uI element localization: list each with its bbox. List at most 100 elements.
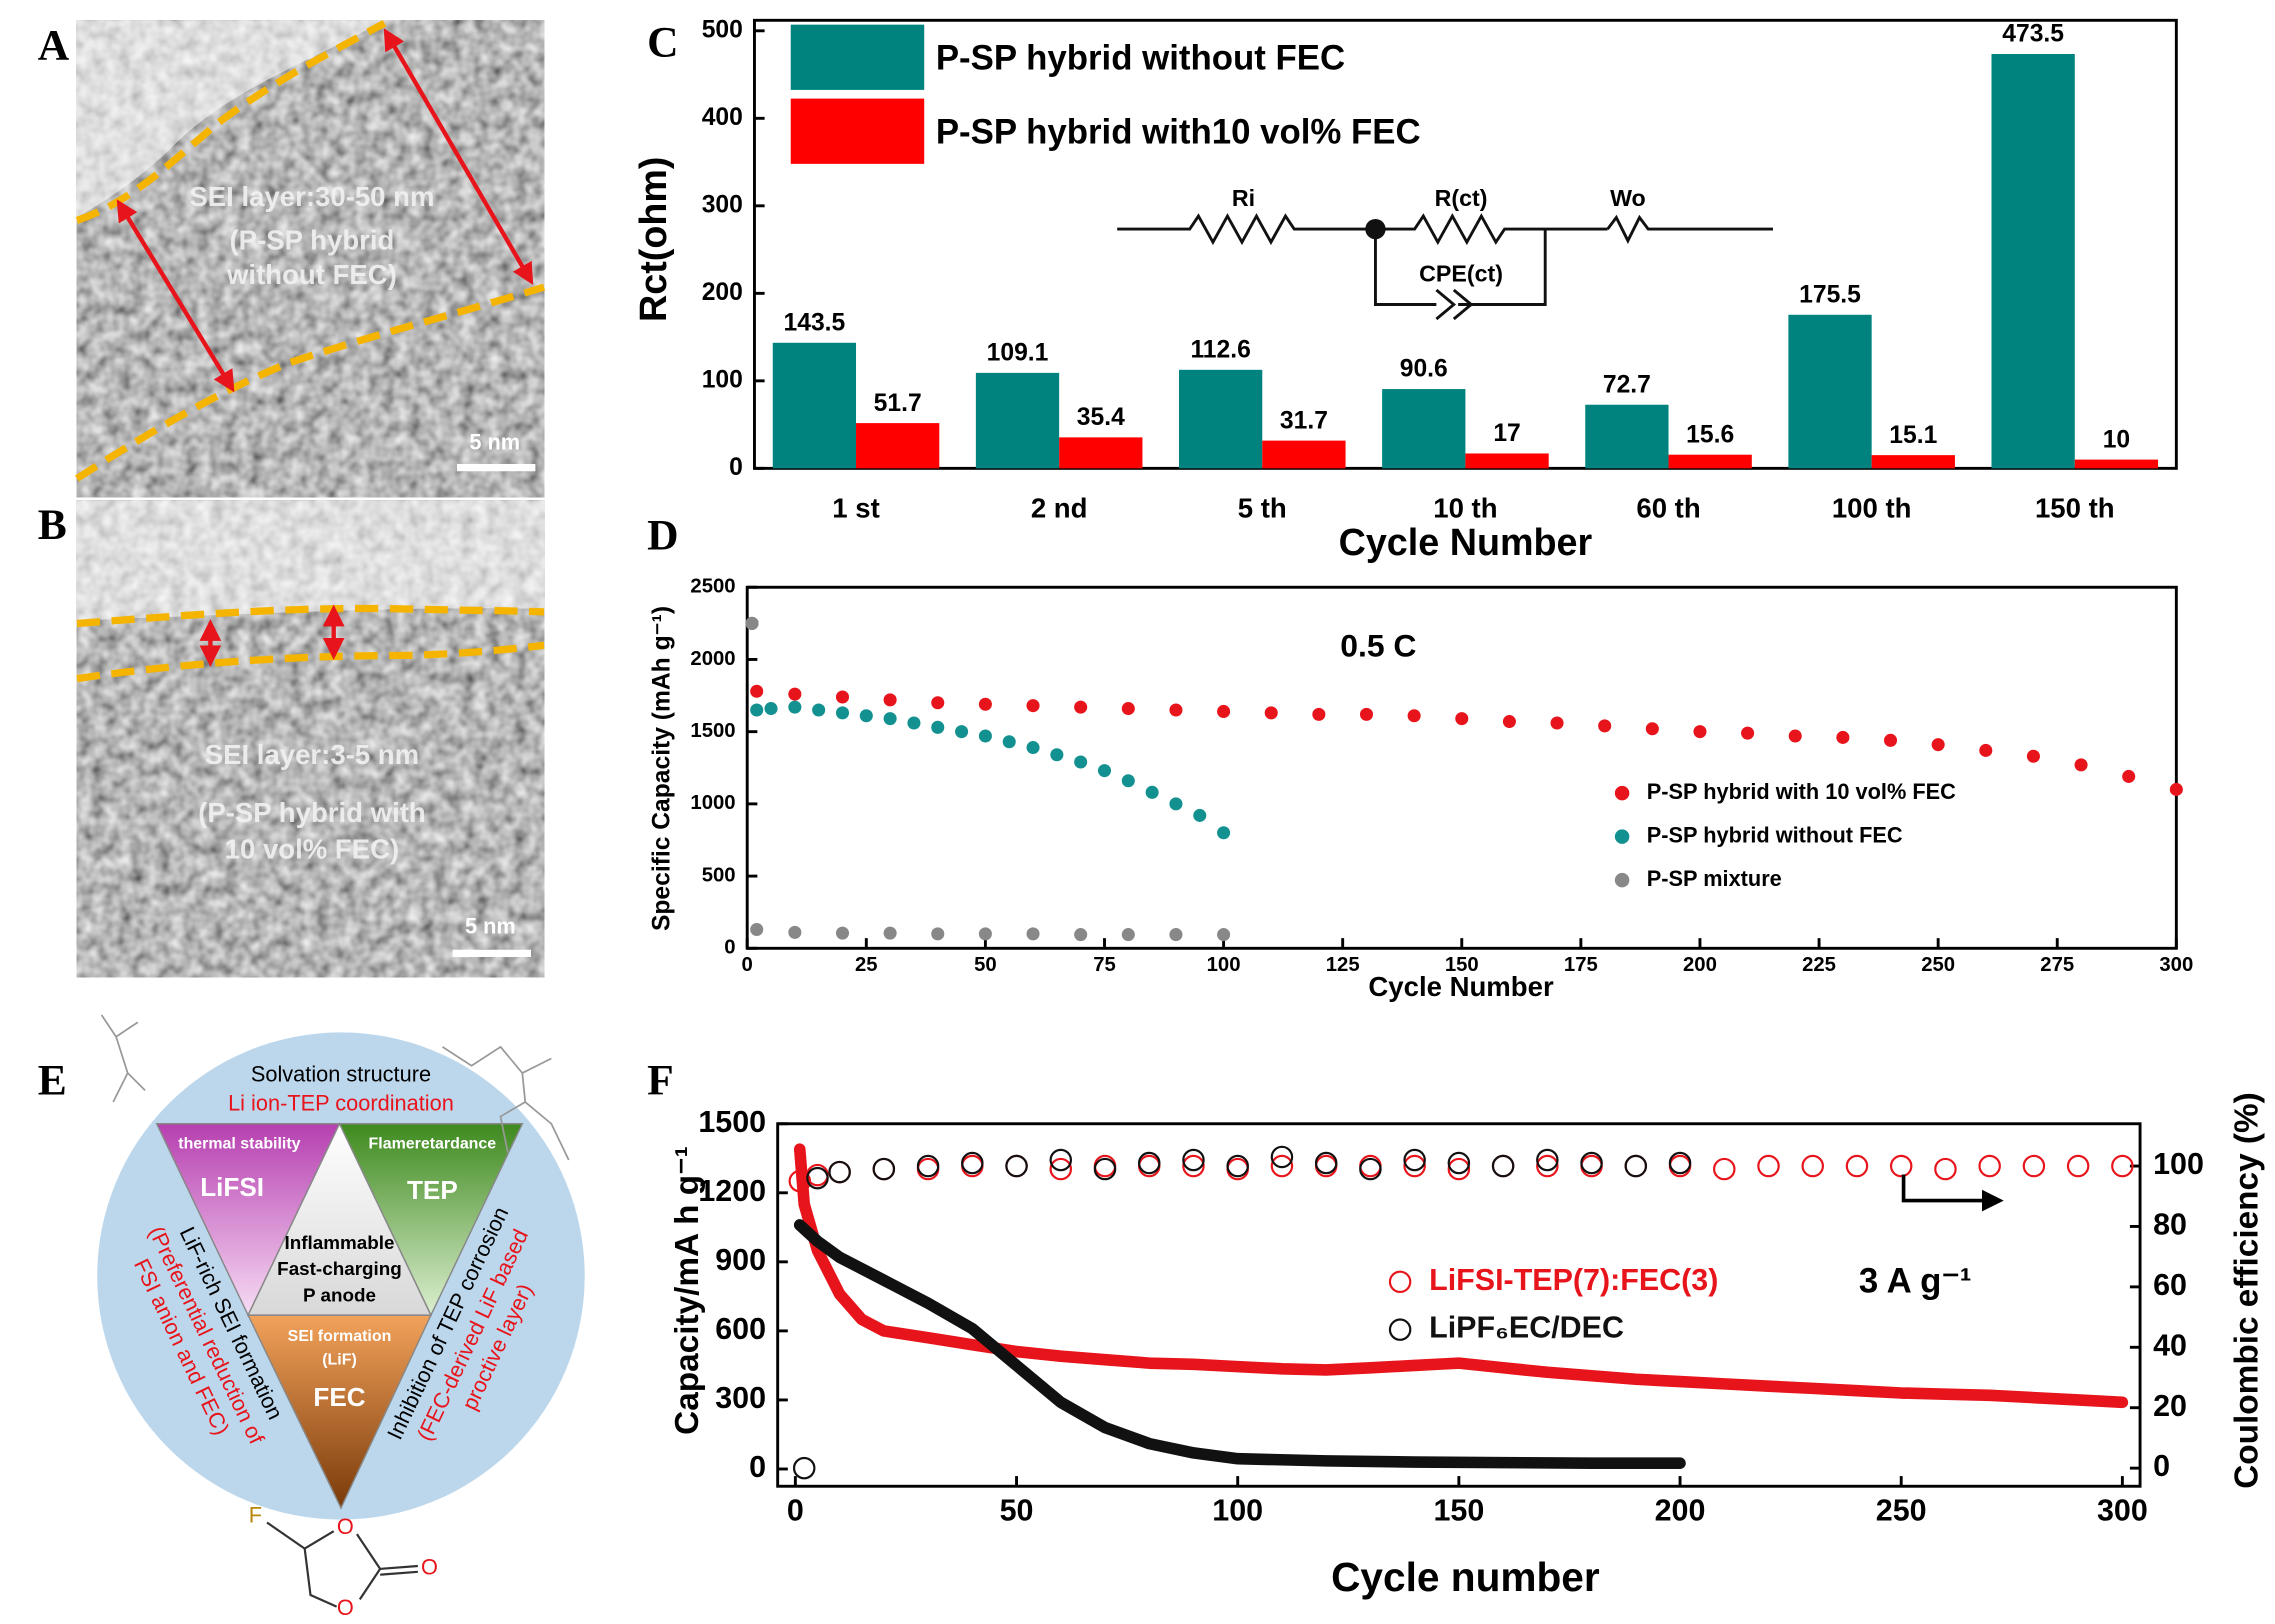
x-tick-label: 75 xyxy=(1093,954,1116,976)
y-tick-label: 300 xyxy=(702,191,743,218)
x-tick-label: 0 xyxy=(787,1493,804,1527)
legend-label: P-SP mixture xyxy=(1647,866,1782,891)
triangle-name: TEP xyxy=(407,1175,458,1205)
y-tick-label: 1000 xyxy=(690,792,735,814)
circuit-label: Wo xyxy=(1610,185,1646,211)
image-caption: (P-SP hybrid xyxy=(230,224,395,255)
circuit-node xyxy=(1365,218,1386,240)
efficiency-point xyxy=(1889,1154,1913,1178)
efficiency-point xyxy=(2066,1154,2090,1178)
image-caption: 10 vol% FEC) xyxy=(225,833,400,864)
circuit-label: Ri xyxy=(1232,185,1255,211)
data-point xyxy=(883,926,897,940)
efficiency-point xyxy=(1447,1157,1471,1181)
data-point xyxy=(978,927,992,941)
efficiency-point xyxy=(828,1160,851,1184)
data-point xyxy=(1026,699,1040,713)
efficiency-point xyxy=(1403,1154,1426,1178)
value-label: 15.1 xyxy=(1889,422,1937,449)
efficiency-point xyxy=(1359,1157,1382,1181)
x-tick-label: 200 xyxy=(1655,1493,1706,1527)
x-tick-label: 150 xyxy=(1445,954,1479,976)
efficiency-point xyxy=(1049,1157,1073,1181)
thickness-arrow xyxy=(383,28,534,286)
thickness-arrow xyxy=(116,199,235,393)
y2-tick-label: 20 xyxy=(2153,1389,2187,1423)
legend-swatch xyxy=(790,98,925,164)
data-point xyxy=(1264,706,1278,720)
data-point xyxy=(1788,729,1802,743)
data-point xyxy=(788,700,802,714)
x-tick-label: 200 xyxy=(1683,954,1717,976)
x-tick-label: 275 xyxy=(2040,954,2074,976)
sei-boundary xyxy=(74,283,546,482)
efficiency-point xyxy=(1801,1154,1824,1178)
x-tick-label: 1 st xyxy=(832,493,879,524)
center-text: Fast-charging xyxy=(277,1258,402,1279)
panel-label: A xyxy=(38,21,70,69)
x-tick-label: 175 xyxy=(1564,954,1598,976)
axis-arrow xyxy=(1901,1174,2004,1212)
data-point xyxy=(1979,743,1993,757)
capacity-line xyxy=(793,1219,1686,1469)
efficiency-point xyxy=(961,1151,984,1175)
efficiency-point xyxy=(792,1456,816,1480)
value-label: 143.5 xyxy=(784,309,846,336)
legend-marker xyxy=(1614,785,1630,801)
data-point xyxy=(1455,712,1469,726)
data-point xyxy=(1550,716,1564,730)
value-label: 35.4 xyxy=(1077,404,1125,431)
x-tick-label: 100 xyxy=(1207,954,1241,976)
data-point xyxy=(883,693,897,707)
triangle-heading: Flameretardance xyxy=(369,1135,497,1152)
atom-label: O xyxy=(337,1595,354,1620)
value-label: 112.6 xyxy=(1190,336,1250,363)
diagram-top: Solvation structure xyxy=(251,1062,431,1087)
plot-frame xyxy=(745,585,2178,950)
x-tick-label: 300 xyxy=(2097,1493,2148,1527)
x-tick-label: 250 xyxy=(1921,954,1955,976)
data-point xyxy=(907,716,921,730)
data-point xyxy=(931,696,945,710)
data-point xyxy=(1931,738,1945,752)
efficiency-point xyxy=(806,1166,829,1190)
efficiency-point xyxy=(1270,1154,1294,1178)
annotation: 3 A g⁻¹ xyxy=(1859,1261,1971,1300)
circuit-label: R(ct) xyxy=(1435,185,1488,211)
bar xyxy=(1059,437,1143,469)
data-point xyxy=(835,706,850,720)
data-point xyxy=(1502,715,1516,729)
data-point xyxy=(931,720,945,734)
diagram-top-sub: Li ion-TEP coordination xyxy=(228,1091,454,1116)
x-tick-label: 100 th xyxy=(1832,493,1912,524)
legend-label: P-SP hybrid without FEC xyxy=(936,38,1345,77)
data-point xyxy=(1217,826,1231,840)
sei-boundary xyxy=(75,20,387,224)
efficiency-point xyxy=(1137,1151,1161,1175)
data-point xyxy=(1074,928,1088,942)
value-label: 51.7 xyxy=(874,390,922,417)
center-text: Inflammable xyxy=(285,1232,395,1253)
data-point xyxy=(859,709,873,723)
atom-label: F xyxy=(249,1502,262,1527)
annotation: 0.5 C xyxy=(1340,628,1416,664)
x-tick-label: 0 xyxy=(742,954,753,976)
data-point xyxy=(1645,722,1659,736)
value-label: 72.7 xyxy=(1603,371,1651,398)
bar xyxy=(1788,314,1872,469)
x-axis-title: Cycle Number xyxy=(1368,971,1554,1002)
x-tick-label: 25 xyxy=(855,954,878,976)
value-label: 10 xyxy=(2103,426,2130,453)
efficiency-point xyxy=(2022,1154,2046,1178)
x-tick-label: 10 th xyxy=(1433,493,1497,524)
data-point xyxy=(978,729,992,743)
molecule-bonds xyxy=(100,1014,570,1161)
panel-label: D xyxy=(647,511,678,559)
bar xyxy=(856,423,940,469)
efficiency-point xyxy=(1978,1154,2001,1178)
value-label: 473.5 xyxy=(2002,21,2064,48)
circuit-label: CPE(ct) xyxy=(1419,261,1503,287)
data-point xyxy=(750,923,764,937)
data-point xyxy=(764,702,778,716)
y-tick-label: 1200 xyxy=(698,1174,766,1208)
